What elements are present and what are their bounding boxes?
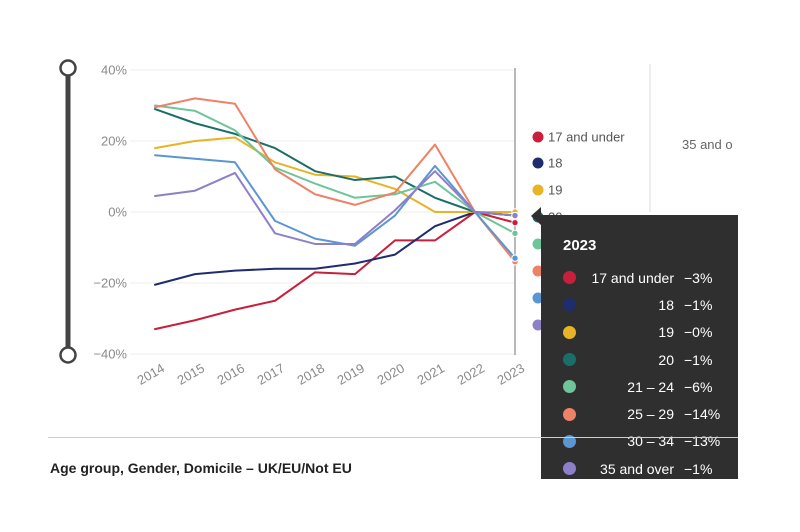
x-tick-label: 2018 (294, 360, 327, 387)
tooltip-series-dot (563, 434, 576, 448)
range-slider-bottom-handle[interactable] (59, 346, 77, 364)
x-tick-label: 2021 (414, 360, 447, 387)
legend-marker[interactable] (532, 157, 544, 169)
x-tick-label: 2020 (374, 360, 407, 387)
series-line[interactable] (154, 108, 516, 217)
tooltip-series-label: 20 (658, 351, 674, 368)
tooltip-series-dot (563, 325, 576, 339)
x-tick-label: 2022 (454, 360, 487, 387)
tooltip-title: 2023 (563, 237, 597, 254)
tooltip-series-dot (563, 462, 576, 476)
tooltip-series-value: −1% (684, 296, 713, 313)
y-tick-label: −40% (93, 347, 127, 362)
tooltip-series-label: 17 and under (591, 269, 674, 286)
series-point[interactable] (511, 211, 519, 220)
tooltip-series-dot (563, 298, 576, 312)
series-line[interactable] (154, 104, 516, 235)
legend-marker[interactable] (532, 238, 544, 250)
tooltip-series-dot (563, 271, 576, 285)
tooltip-series-value: −13% (684, 433, 721, 450)
x-tick-label: 2014 (134, 360, 167, 387)
y-tick-label: 40% (101, 63, 127, 78)
tooltip-row: 25 – 29 −14% (563, 400, 728, 427)
tooltip-series-label: 30 – 34 (627, 433, 674, 450)
range-slider[interactable] (59, 59, 77, 364)
range-slider-top-handle[interactable] (59, 59, 77, 77)
legend-marker[interactable] (532, 184, 544, 196)
tooltip-series-label: 21 – 24 (627, 378, 674, 395)
tooltip-series-value: −1% (684, 460, 713, 477)
series-line[interactable] (154, 154, 516, 260)
series-point[interactable] (511, 229, 519, 238)
series-line[interactable] (154, 170, 516, 245)
tooltip-row: 18 −1% (563, 291, 728, 318)
series-line[interactable] (154, 97, 516, 263)
hover-tooltip: 2023 17 and under −3% 18 −1% 19 −0% 20 −1% 21 – … (541, 215, 738, 479)
tooltip-pointer (531, 207, 541, 225)
tooltip-series-label: 25 – 29 (627, 406, 674, 423)
footer-divider (48, 437, 738, 438)
tooltip-row: 35 and over −1% (563, 455, 728, 482)
legend-marker[interactable] (532, 319, 544, 331)
series-point[interactable] (511, 218, 519, 227)
series-line[interactable] (154, 211, 516, 286)
y-tick-label: 0% (108, 205, 127, 220)
legend-label[interactable]: 19 (548, 183, 562, 198)
tooltip-series-label: 19 (658, 324, 674, 341)
tooltip-series-value: −14% (684, 406, 721, 423)
legend-marker[interactable] (532, 131, 544, 143)
x-tick-label: 2016 (214, 360, 247, 387)
tooltip-row: 17 and under −3% (563, 264, 728, 291)
legend-marker[interactable] (532, 292, 544, 304)
tooltip-series-dot (563, 380, 576, 394)
chart-filter-description: Age group, Gender, Domicile – UK/EU/Not … (50, 460, 352, 476)
tooltip-series-dot (563, 407, 576, 421)
tooltip-series-value: −0% (684, 324, 713, 341)
tooltip-series-label: 18 (658, 296, 674, 313)
tooltip-row: 19 −0% (563, 319, 728, 346)
tooltip-row: 20 −1% (563, 346, 728, 373)
tooltip-row: 30 – 34 −13% (563, 428, 728, 455)
tooltip-row: 21 – 24 −6% (563, 373, 728, 400)
x-tick-label: 2017 (254, 360, 287, 387)
x-tick-label: 2023 (494, 360, 527, 387)
tooltip-series-value: −1% (684, 351, 713, 368)
x-tick-label: 2015 (174, 360, 207, 387)
legend-marker[interactable] (532, 265, 544, 277)
series-point[interactable] (511, 254, 519, 262)
legend-label[interactable]: 18 (548, 156, 562, 171)
y-tick-label: −20% (93, 276, 127, 291)
tooltip-series-value: −6% (684, 378, 713, 395)
y-tick-label: 20% (101, 134, 127, 149)
series-line[interactable] (154, 211, 516, 331)
tooltip-series-value: −3% (684, 269, 713, 286)
tooltip-series-dot (563, 353, 576, 367)
tooltip-series-label: 35 and over (600, 460, 674, 477)
legend-overflow-label: 35 and o (682, 137, 733, 152)
legend-label[interactable]: 17 and under (548, 130, 625, 145)
x-tick-label: 2019 (334, 360, 367, 387)
